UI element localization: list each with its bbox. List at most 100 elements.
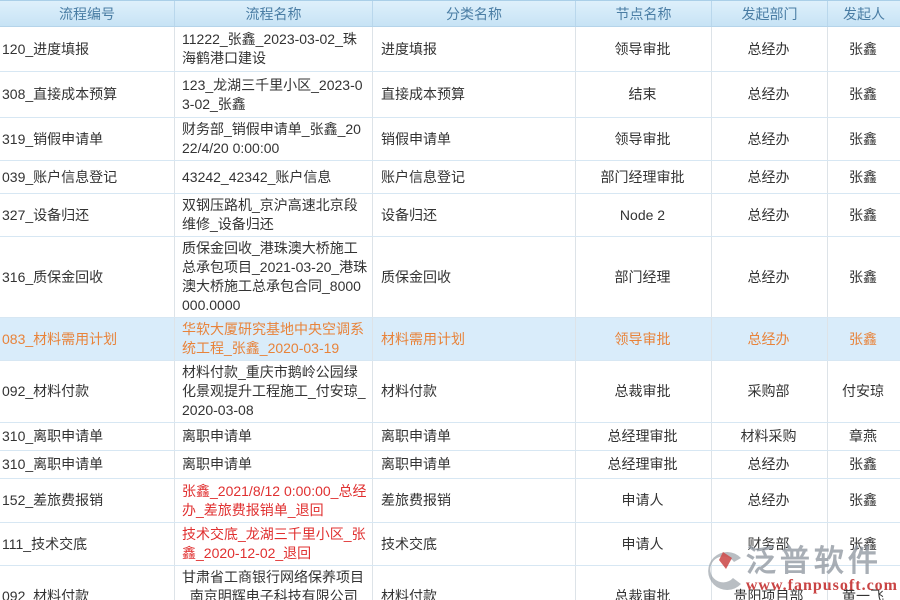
table-row[interactable]: 308_直接成本预算 123_龙湖三千里小区_2023-03-02_张鑫 直接成本预… (0, 72, 900, 118)
cell-category: 差旅费报销 (373, 479, 576, 522)
cell-node: 总经理审批 (576, 451, 712, 478)
cell-category: 设备归还 (373, 194, 576, 236)
cell-user: 章燕 (849, 428, 877, 444)
table-row[interactable]: 039_账户信息登记 43242_42342_账户信息 账户信息登记 部门经理审批 总经… (0, 161, 900, 194)
cell-dept: 总经办 (712, 72, 828, 117)
table-body: 120_进度填报 11222_张鑫_2023-03-02_珠海鹤港口建设 进度填报领… (0, 27, 900, 600)
cell-category: 材料需用计划 (373, 318, 576, 360)
cell-category: 离职申请单 (373, 423, 576, 450)
cell-user: 张鑫 (849, 268, 877, 285)
cell-category: 直接成本预算 (373, 72, 576, 117)
cell-node: 结束 (576, 72, 712, 117)
table-row[interactable]: 111_技术交底 技术交底_龙湖三千里小区_张鑫_2020-12-02_退回 技术交… (0, 523, 900, 566)
cell-name: 财务部_销假申请单_张鑫_2022/4/20 0:00:00 (175, 118, 373, 160)
table-row[interactable]: 327_设备归还 双钢压路机_京沪高速北京段维修_设备归还 设备归还 Node 2 总经… (0, 194, 900, 237)
cell-user: 张鑫 (849, 40, 877, 57)
cell-category: 离职申请单 (373, 451, 576, 478)
cell-category: 材料付款 (373, 566, 576, 600)
cell-dept: 采购部 (712, 361, 828, 422)
cell-dept: 总经办 (712, 479, 828, 522)
cell-name: 离职申请单 (175, 423, 373, 450)
column-header-category[interactable]: 分类名称 (373, 1, 576, 26)
table-row[interactable]: 092_材料付款 材料付款_重庆市鹅岭公园绿化景观提升工程施工_付安琼_2020-… (0, 361, 900, 423)
cell-code: 319_销假申请单 (0, 118, 175, 160)
cell-name: 43242_42342_账户信息 (175, 161, 373, 193)
cell-name: 质保金回收_港珠澳大桥施工总承包项目_2021-03-20_港珠澳大桥施工总承包… (175, 237, 373, 317)
cell-user: 张鑫 (849, 86, 877, 102)
cell-name: 123_龙湖三千里小区_2023-03-02_张鑫 (175, 72, 373, 117)
cell-node: 总经理审批 (576, 423, 712, 450)
cell-name: 离职申请单 (175, 451, 373, 478)
cell-code: 308_直接成本预算 (0, 72, 175, 117)
cell-name: 甘肃省工商银行网络保养项目_南京明辉电子科技有限公司_薛保丰 (175, 566, 373, 600)
column-header-code[interactable]: 流程编号 (0, 1, 175, 26)
cell-node: 总裁审批 (576, 361, 712, 422)
cell-dept: 总经办 (712, 451, 828, 478)
column-header-user[interactable]: 发起人 (843, 5, 885, 22)
cell-category: 账户信息登记 (373, 161, 576, 193)
column-header-node[interactable]: 节点名称 (576, 1, 712, 26)
cell-user: 张鑫 (849, 130, 877, 147)
cell-category: 技术交底 (373, 523, 576, 565)
table-row[interactable]: 310_离职申请单 离职申请单 离职申请单 总经理审批 材料采购 章燕 (0, 423, 900, 451)
cell-user: 付安琼 (842, 383, 884, 399)
cell-code: 092_材料付款 (0, 361, 175, 422)
table-row[interactable]: 319_销假申请单 财务部_销假申请单_张鑫_2022/4/20 0:00:00 销… (0, 118, 900, 161)
cell-node: 总裁审批 (576, 566, 712, 600)
cell-dept: 贵阳项目部 (712, 566, 828, 600)
cell-dept: 总经办 (712, 237, 828, 317)
cell-name: 双钢压路机_京沪高速北京段维修_设备归还 (175, 194, 373, 236)
cell-user: 张鑫 (849, 535, 877, 552)
cell-dept: 总经办 (712, 118, 828, 160)
cell-dept: 总经办 (712, 194, 828, 236)
cell-node: 领导审批 (576, 118, 712, 160)
table-header: 流程编号 流程名称 分类名称 节点名称 发起部门 发起人 (0, 0, 900, 27)
column-header-dept[interactable]: 发起部门 (712, 1, 828, 26)
table-row[interactable]: 092_材料付款甘肃省工商银行网络保养项目_南京明辉电子科技有限公司_薛保丰材料… (0, 566, 900, 600)
cell-node: 部门经理 (576, 237, 712, 317)
cell-node: 申请人 (576, 523, 712, 565)
cell-user: 张鑫 (849, 330, 877, 347)
cell-dept: 总经办 (712, 161, 828, 193)
column-header-name[interactable]: 流程名称 (175, 1, 373, 26)
cell-category: 进度填报 (373, 27, 576, 71)
cell-node: 申请人 (576, 479, 712, 522)
cell-dept: 总经办 (712, 318, 828, 360)
cell-code: 083_材料需用计划 (0, 318, 175, 360)
table-row[interactable]: 083_材料需用计划 华软大厦研究基地中央空调系统工程_张鑫_2020-03-19… (0, 318, 900, 361)
cell-user: 黄一飞 (842, 588, 884, 600)
cell-code: 152_差旅费报销 (0, 479, 175, 522)
cell-code: 316_质保金回收 (0, 237, 175, 317)
table-row[interactable]: 310_离职申请单 离职申请单 离职申请单 总经理审批 总经办 张鑫 (0, 451, 900, 479)
cell-dept: 材料采购 (712, 423, 828, 450)
cell-dept: 财务部 (712, 523, 828, 565)
cell-name: 张鑫_2021/8/12 0:00:00_总经办_差旅费报销单_退回 (175, 479, 373, 522)
table-row[interactable]: 152_差旅费报销 张鑫_2021/8/12 0:00:00_总经办_差旅费报销单… (0, 479, 900, 523)
cell-user: 张鑫 (849, 456, 877, 472)
cell-name: 技术交底_龙湖三千里小区_张鑫_2020-12-02_退回 (175, 523, 373, 565)
cell-code: 327_设备归还 (0, 194, 175, 236)
cell-category: 销假申请单 (373, 118, 576, 160)
cell-code: 039_账户信息登记 (0, 161, 175, 193)
cell-code: 111_技术交底 (0, 523, 175, 565)
cell-user: 张鑫 (849, 168, 877, 185)
cell-dept: 总经办 (712, 27, 828, 71)
cell-category: 质保金回收 (373, 237, 576, 317)
cell-node: 部门经理审批 (576, 161, 712, 193)
cell-category: 材料付款 (373, 361, 576, 422)
cell-code: 310_离职申请单 (0, 423, 175, 450)
cell-node: 领导审批 (576, 27, 712, 71)
cell-name: 材料付款_重庆市鹅岭公园绿化景观提升工程施工_付安琼_2020-03-08 (175, 361, 373, 422)
cell-node: Node 2 (576, 194, 712, 236)
cell-code: 092_材料付款 (0, 566, 175, 600)
cell-node: 领导审批 (576, 318, 712, 360)
cell-user: 张鑫 (849, 206, 877, 223)
cell-name: 华软大厦研究基地中央空调系统工程_张鑫_2020-03-19 (175, 318, 373, 360)
cell-user: 张鑫 (849, 492, 877, 508)
cell-code: 120_进度填报 (0, 27, 175, 71)
cell-name: 11222_张鑫_2023-03-02_珠海鹤港口建设 (175, 27, 373, 71)
table-row[interactable]: 120_进度填报 11222_张鑫_2023-03-02_珠海鹤港口建设 进度填报领… (0, 27, 900, 72)
table-row[interactable]: 316_质保金回收 质保金回收_港珠澳大桥施工总承包项目_2021-03-20_港… (0, 237, 900, 318)
